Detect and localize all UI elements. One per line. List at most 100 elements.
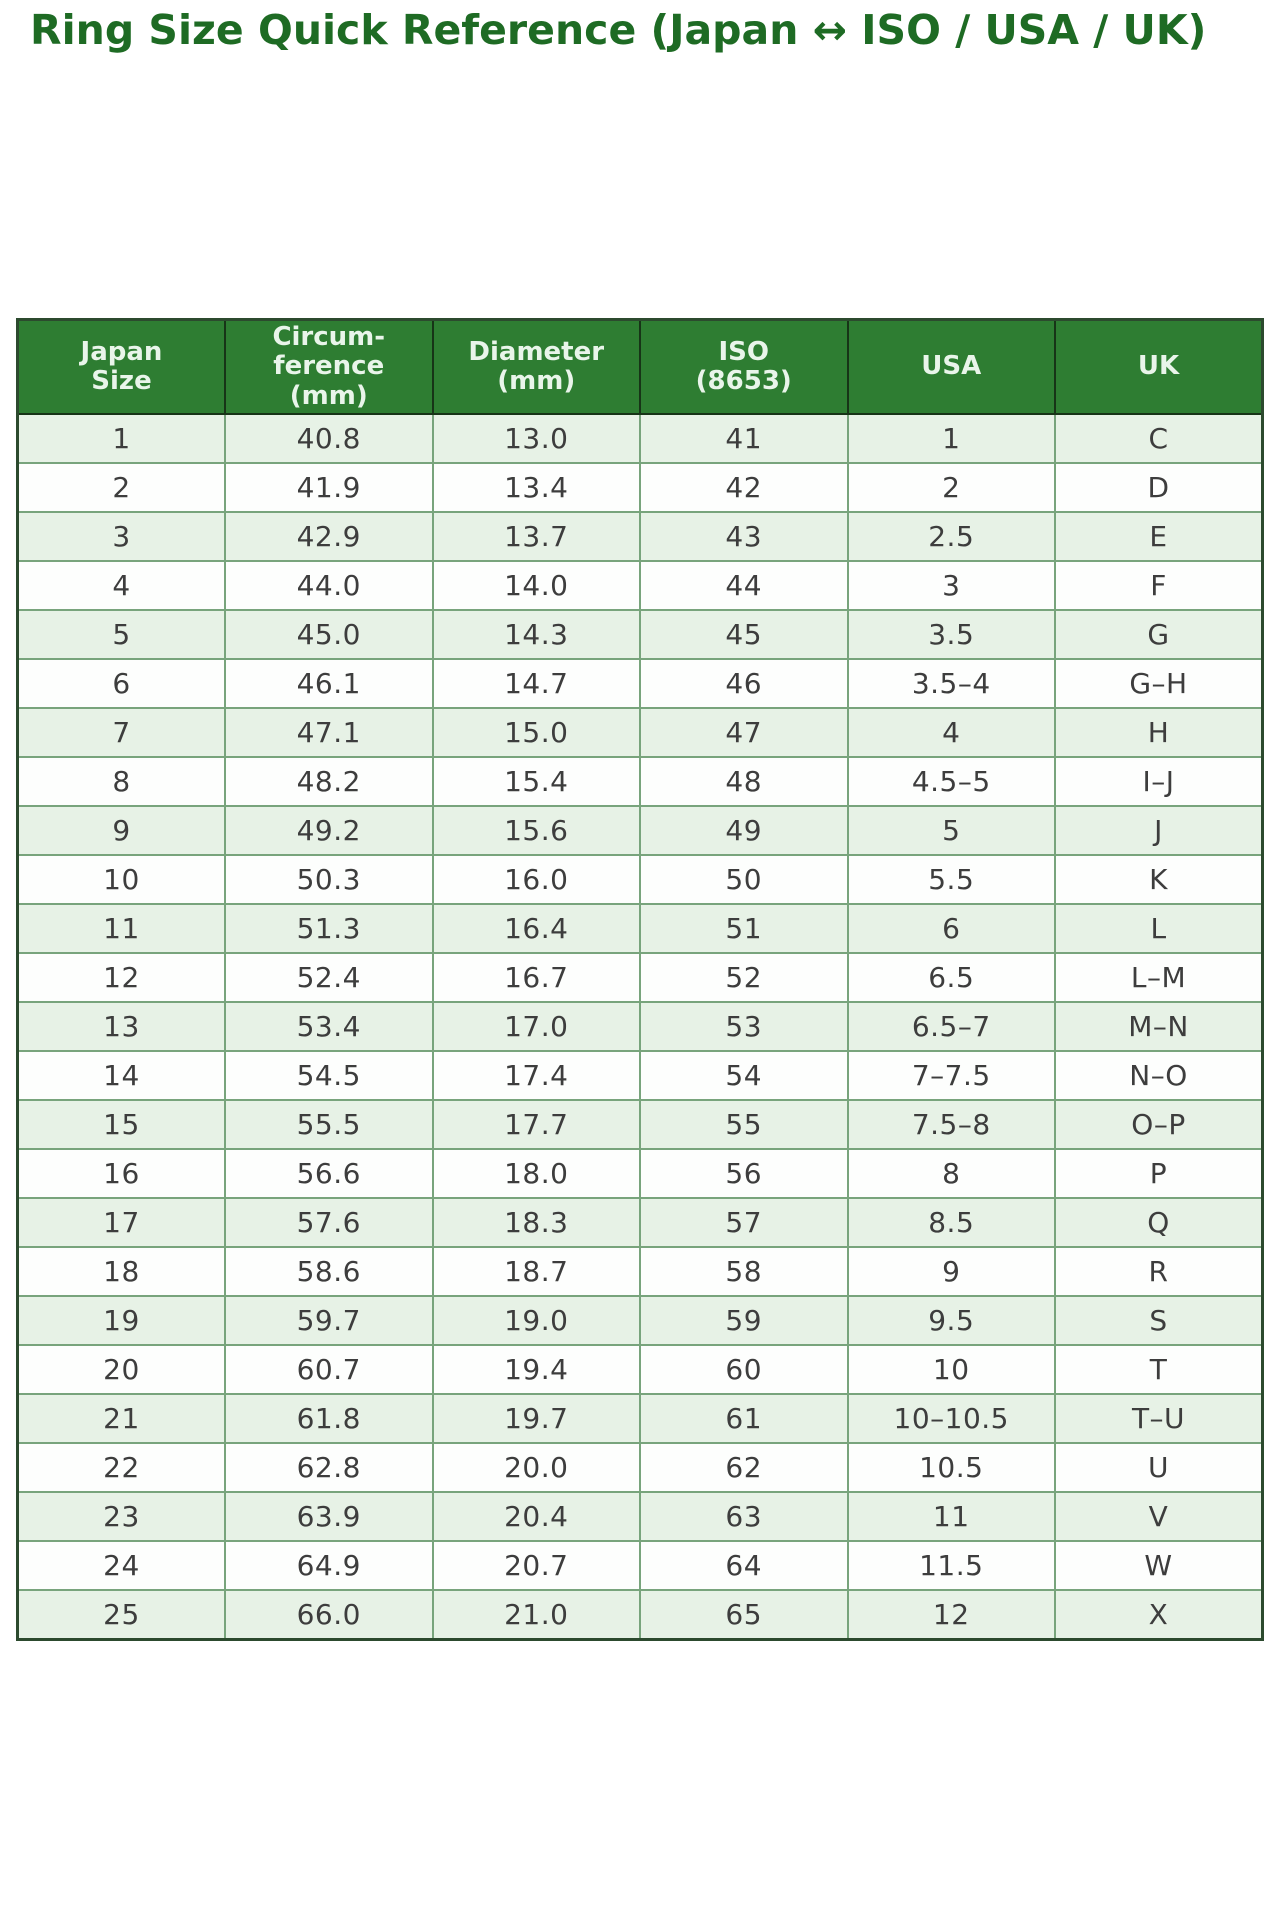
table-cell: 6 (846, 903, 1056, 954)
table-cell: 2.5 (846, 511, 1056, 562)
table-cell: 52 (639, 952, 849, 1003)
table-cell: 61 (639, 1393, 849, 1444)
table-cell: 2 (16, 462, 226, 513)
table-row: 18 58.6 18.7 58 9 R (16, 1246, 1264, 1297)
table-cell: 12 (16, 952, 226, 1003)
table-cell: 4 (16, 560, 226, 611)
table-cell: 16 (16, 1148, 226, 1199)
table-cell: X (1054, 1589, 1264, 1641)
table-row: 9 49.2 15.6 49 5 J (16, 805, 1264, 856)
table-cell: E (1054, 511, 1264, 562)
col-header-japan-size: Japan Size (16, 318, 226, 415)
table-cell: 10.5 (846, 1442, 1056, 1493)
col-header-diameter: Diameter (mm) (431, 318, 641, 415)
table-cell: 14.7 (431, 658, 641, 709)
table-row: 23 63.9 20.4 63 11 V (16, 1491, 1264, 1542)
table-cell: 13.0 (431, 413, 641, 464)
table-cell: 11 (846, 1491, 1056, 1542)
table-cell: 58 (639, 1246, 849, 1297)
table-row: 14 54.5 17.4 54 7–7.5 N–O (16, 1050, 1264, 1101)
table-row: 12 52.4 16.7 52 6.5 L–M (16, 952, 1264, 1003)
table-cell: 16.4 (431, 903, 641, 954)
table-cell: 64 (639, 1540, 849, 1591)
col-header-circumference: Circum- ference (mm) (224, 318, 434, 415)
table-cell: 21.0 (431, 1589, 641, 1641)
table-cell: 25 (16, 1589, 226, 1641)
table-cell: T (1054, 1344, 1264, 1395)
table-cell: 49.2 (224, 805, 434, 856)
table-cell: G (1054, 609, 1264, 660)
table-cell: 43 (639, 511, 849, 562)
table-cell: 53.4 (224, 1001, 434, 1052)
table-cell: 40.8 (224, 413, 434, 464)
table-cell: 49 (639, 805, 849, 856)
table-cell: 55 (639, 1099, 849, 1150)
table-cell: 48.2 (224, 756, 434, 807)
table-cell: 9.5 (846, 1295, 1056, 1346)
table-cell: 48 (639, 756, 849, 807)
table-cell: 11.5 (846, 1540, 1056, 1591)
table-cell: 16.0 (431, 854, 641, 905)
table-cell: O–P (1054, 1099, 1264, 1150)
table-row: 20 60.7 19.4 60 10 T (16, 1344, 1264, 1395)
table-cell: 3 (846, 560, 1056, 611)
table-cell: 64.9 (224, 1540, 434, 1591)
table-cell: 57 (639, 1197, 849, 1248)
table-cell: C (1054, 413, 1264, 464)
table-cell: 6 (16, 658, 226, 709)
table-cell: 42.9 (224, 511, 434, 562)
table-cell: 63.9 (224, 1491, 434, 1542)
table-row: 10 50.3 16.0 50 5.5 K (16, 854, 1264, 905)
table-row: 11 51.3 16.4 51 6 L (16, 903, 1264, 954)
table-cell: 56.6 (224, 1148, 434, 1199)
table-header-row: Japan Size Circum- ference (mm) Diameter… (16, 318, 1264, 415)
table-cell: 59.7 (224, 1295, 434, 1346)
table-row: 8 48.2 15.4 48 4.5–5 I–J (16, 756, 1264, 807)
table-cell: 21 (16, 1393, 226, 1444)
table-cell: R (1054, 1246, 1264, 1297)
table-cell: 58.6 (224, 1246, 434, 1297)
table-body: 1 40.8 13.0 41 1 C 2 41.9 13.4 42 2 D 3 42.9 13.7 43 2.5… (16, 413, 1264, 1641)
table-cell: 3.5 (846, 609, 1056, 660)
table-cell: 41 (639, 413, 849, 464)
table-cell: 53 (639, 1001, 849, 1052)
table-cell: 66.0 (224, 1589, 434, 1641)
table-row: 2 41.9 13.4 42 2 D (16, 462, 1264, 513)
table-cell: 4.5–5 (846, 756, 1056, 807)
table-row: 6 46.1 14.7 46 3.5–4 G–H (16, 658, 1264, 709)
table-cell: 54 (639, 1050, 849, 1101)
table-row: 16 56.6 18.0 56 8 P (16, 1148, 1264, 1199)
table-cell: 18.3 (431, 1197, 641, 1248)
table-cell: 45 (639, 609, 849, 660)
table-cell: 51 (639, 903, 849, 954)
table-cell: 10 (16, 854, 226, 905)
ring-size-table: Japan Size Circum- ference (mm) Diameter… (16, 318, 1264, 1641)
table-cell: 54.5 (224, 1050, 434, 1101)
table-cell: D (1054, 462, 1264, 513)
table-header: Japan Size Circum- ference (mm) Diameter… (16, 318, 1264, 415)
table-cell: 10–10.5 (846, 1393, 1056, 1444)
table-cell: 4 (846, 707, 1056, 758)
table-cell: 7 (16, 707, 226, 758)
table-cell: L (1054, 903, 1264, 954)
table-cell: 18.0 (431, 1148, 641, 1199)
table-row: 13 53.4 17.0 53 6.5–7 M–N (16, 1001, 1264, 1052)
table-row: 19 59.7 19.0 59 9.5 S (16, 1295, 1264, 1346)
col-header-iso: ISO (8653) (639, 318, 849, 415)
table-cell: 63 (639, 1491, 849, 1542)
table-cell: 56 (639, 1148, 849, 1199)
table-cell: 8 (16, 756, 226, 807)
table-row: 7 47.1 15.0 47 4 H (16, 707, 1264, 758)
table-cell: 44.0 (224, 560, 434, 611)
table-cell: 60 (639, 1344, 849, 1395)
table-cell: 9 (846, 1246, 1056, 1297)
table-row: 1 40.8 13.0 41 1 C (16, 413, 1264, 464)
table-cell: 3.5–4 (846, 658, 1056, 709)
table-cell: L–M (1054, 952, 1264, 1003)
table-cell: 60.7 (224, 1344, 434, 1395)
table-cell: 13.7 (431, 511, 641, 562)
table-cell: 23 (16, 1491, 226, 1542)
table-cell: 62 (639, 1442, 849, 1493)
table-row: 3 42.9 13.7 43 2.5 E (16, 511, 1264, 562)
